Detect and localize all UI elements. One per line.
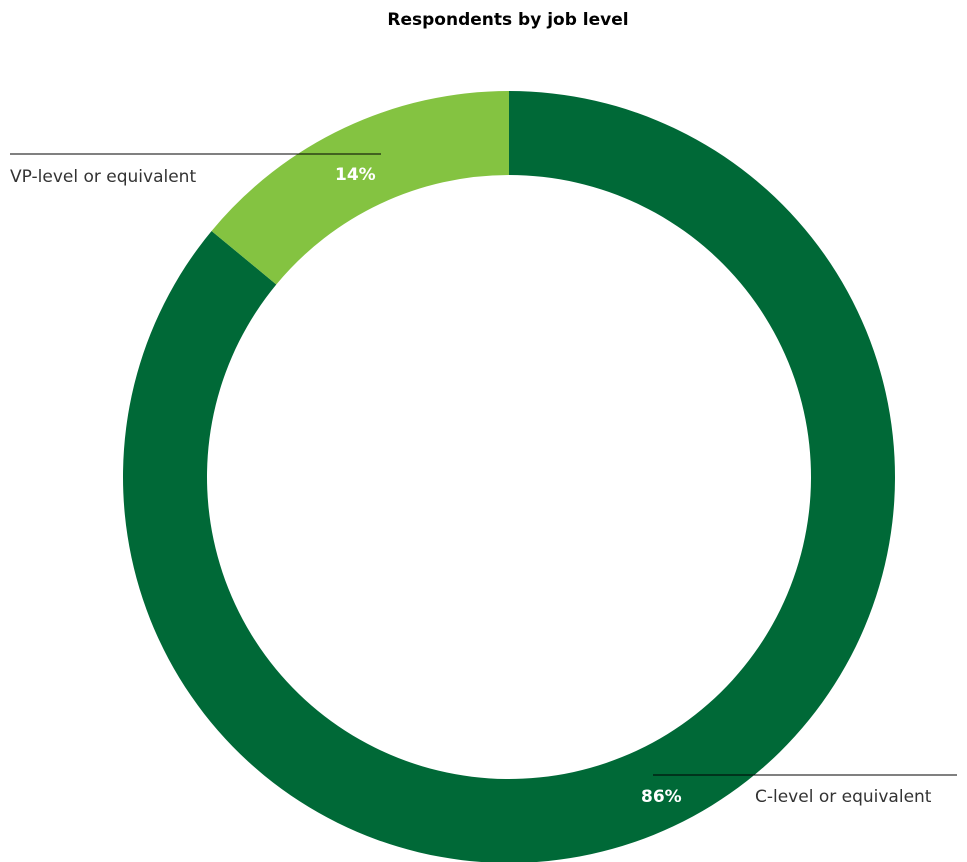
slice-value-label-c: 86% bbox=[641, 787, 682, 807]
legend-label-vp: VP-level or equivalent bbox=[10, 167, 196, 187]
chart-title: Respondents by job level bbox=[387, 10, 628, 30]
donut-slices bbox=[123, 91, 895, 862]
donut-slice-1 bbox=[211, 91, 509, 285]
slice-value-label-vp: 14% bbox=[335, 165, 376, 185]
legend-label-c: C-level or equivalent bbox=[755, 787, 932, 807]
